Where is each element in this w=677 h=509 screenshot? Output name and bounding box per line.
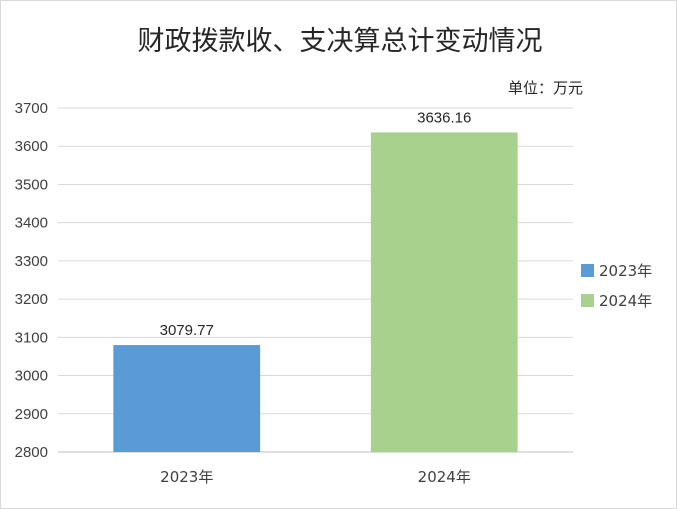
y-tick-label: 3300 bbox=[15, 253, 48, 270]
unit-label: 单位：万元 bbox=[508, 79, 583, 97]
legend-swatch bbox=[581, 264, 594, 277]
chart-title: 财政拨款收、支决算总计变动情况 bbox=[138, 26, 543, 57]
y-tick-label: 3200 bbox=[15, 291, 48, 308]
y-tick-label: 3700 bbox=[15, 100, 48, 117]
bar-value-label: 3636.16 bbox=[417, 109, 471, 126]
y-tick-label: 3400 bbox=[15, 215, 48, 232]
legend-swatch bbox=[581, 294, 594, 307]
data-labels: 3079.77 3636.16 bbox=[160, 109, 472, 339]
legend-label: 2024年 bbox=[599, 292, 652, 310]
bar-value-label: 3079.77 bbox=[160, 322, 214, 339]
legend: 2023年 2024年 bbox=[581, 262, 652, 310]
y-tick-label: 3500 bbox=[15, 176, 48, 193]
y-tick-label: 3600 bbox=[15, 138, 48, 155]
bars bbox=[113, 132, 518, 452]
x-axis-categories: 2023年 2024年 bbox=[160, 468, 471, 486]
legend-label: 2023年 bbox=[599, 262, 652, 280]
y-tick-label: 3100 bbox=[15, 329, 48, 346]
bar bbox=[370, 132, 518, 452]
y-axis-ticks: 2800 2900 3000 3100 3200 3300 3400 3500 3600 3700 bbox=[15, 100, 48, 461]
y-tick-label: 3000 bbox=[15, 368, 48, 385]
y-tick-label: 2900 bbox=[15, 406, 48, 423]
y-tick-label: 2800 bbox=[15, 444, 48, 461]
x-category-label: 2024年 bbox=[418, 468, 471, 486]
x-category-label: 2023年 bbox=[160, 468, 213, 486]
bar bbox=[113, 345, 261, 452]
